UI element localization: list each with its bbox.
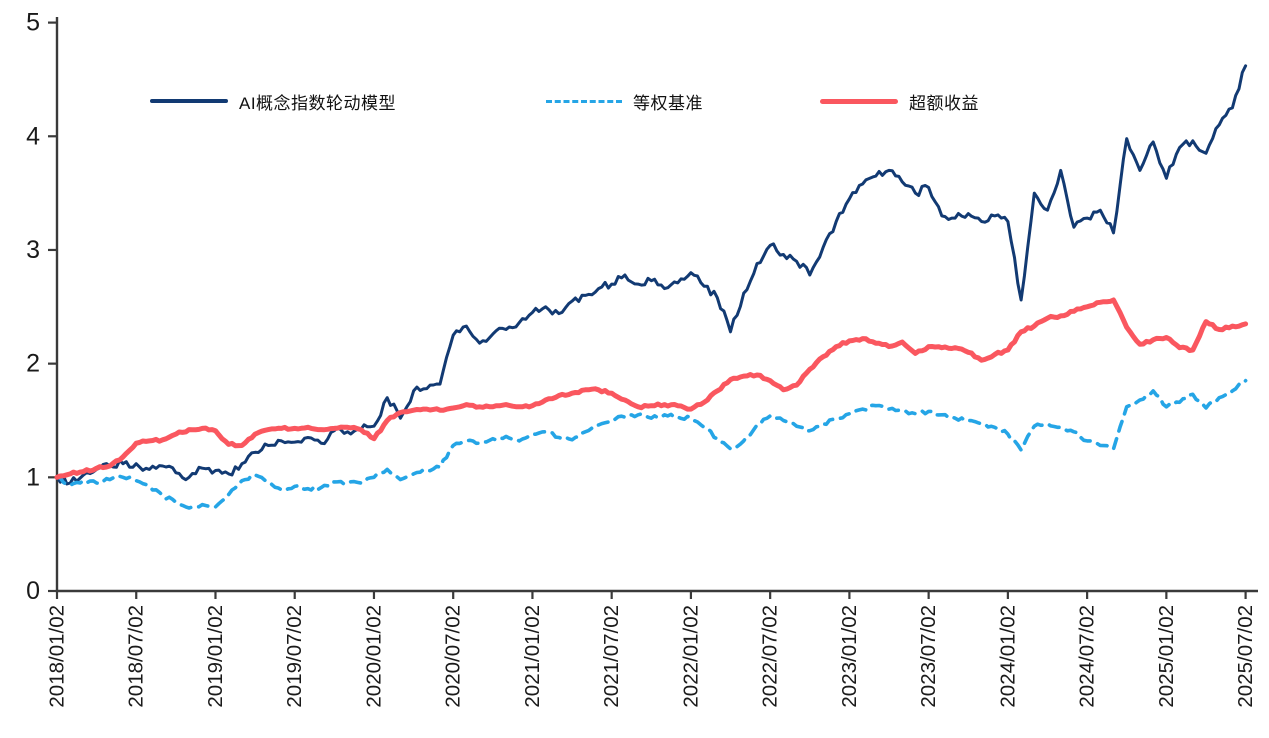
- legend-item-excess-return: 超额收益: [820, 90, 979, 113]
- x-tick-label: 2019/07/02: [283, 605, 306, 708]
- x-tick-label: 2022/07/02: [759, 605, 782, 708]
- x-tick-label: 2020/01/02: [362, 605, 385, 708]
- x-tick-label: 2019/01/02: [204, 605, 227, 708]
- x-tick-label: 2018/01/02: [46, 605, 69, 708]
- x-tick-label: 2025/07/02: [1234, 605, 1257, 708]
- legend-item-ai-model: AI概念指数轮动模型: [150, 90, 397, 113]
- y-tick-label: 4: [26, 122, 40, 150]
- x-tick-label: 2024/07/02: [1076, 605, 1099, 708]
- y-tick-label: 5: [26, 9, 40, 37]
- legend-label-ai-model: AI概念指数轮动模型: [239, 93, 397, 113]
- y-tick-label: 0: [26, 577, 40, 605]
- x-tick-label: 2023/07/02: [917, 605, 940, 708]
- series-line-1: [55, 378, 1248, 510]
- legend-dashed-line-icon: [546, 99, 622, 103]
- x-tick-label: 2025/01/02: [1155, 605, 1178, 708]
- x-tick-label: 2021/01/02: [521, 605, 544, 708]
- legend-label-excess-return: 超额收益: [909, 93, 979, 113]
- x-tick-label: 2021/07/02: [600, 605, 623, 708]
- x-tick-label: 2022/01/02: [679, 605, 702, 708]
- legend-label-benchmark: 等权基准: [633, 93, 703, 113]
- x-tick-label: 2023/01/02: [838, 605, 861, 708]
- legend-item-benchmark: 等权基准: [546, 90, 703, 113]
- legend-solid-line-icon: [150, 99, 228, 103]
- y-tick-label: 3: [26, 236, 40, 264]
- x-tick-label: 2020/07/02: [442, 605, 465, 708]
- series-line-0: [55, 64, 1248, 486]
- legend-thick-line-icon: [820, 98, 898, 104]
- x-tick-label: 2018/07/02: [125, 605, 148, 708]
- series-line-2: [54, 297, 1249, 480]
- y-tick-label: 1: [26, 463, 40, 491]
- x-tick-label: 2024/01/02: [996, 605, 1019, 708]
- y-tick-label: 2: [26, 350, 40, 378]
